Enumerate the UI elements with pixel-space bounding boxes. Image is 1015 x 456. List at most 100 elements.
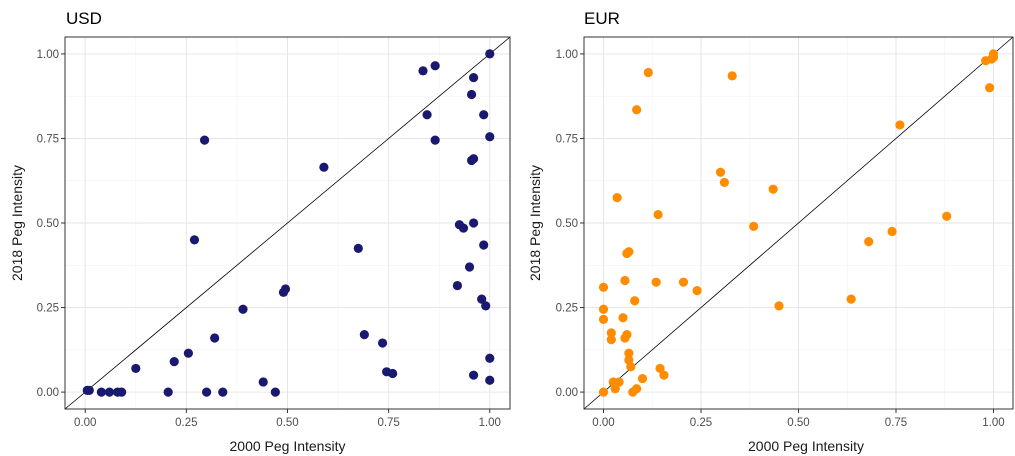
usd-data-point [418, 66, 428, 76]
usd-x-tick-label: 1.00 [479, 417, 501, 429]
usd-y-tick-label: 0.50 [37, 218, 59, 230]
eur-data-point [632, 105, 642, 115]
usd-data-point [319, 162, 329, 172]
usd-data-point [485, 353, 495, 363]
usd-data-point [485, 132, 495, 142]
usd-y-tick-label: 0.75 [37, 133, 59, 145]
eur-identity-line [583, 36, 1014, 410]
usd-data-point [96, 387, 107, 397]
eur-panel: EUR 0.00 0.25 0.50 0.75 1.00 0.00 0.25 0.50 0.7… [527, 9, 1014, 454]
eur-x-tick-label: 0.25 [690, 417, 712, 429]
eur-data-point [942, 211, 952, 221]
usd-x-tick-label: 0.25 [175, 417, 197, 429]
eur-y-tick-label: 0.50 [556, 218, 578, 230]
eur-data-point [655, 363, 665, 374]
eur-data-point [606, 328, 616, 338]
eur-data-point [620, 275, 630, 286]
usd-data-point [479, 240, 489, 250]
eur-data-point [637, 373, 648, 384]
eur-data-point [727, 71, 737, 81]
usd-data-point [388, 368, 398, 379]
usd-data-point [169, 357, 179, 367]
usd-y-tick-label: 1.00 [37, 49, 59, 61]
usd-data-point [430, 135, 440, 145]
usd-data-point [481, 301, 491, 311]
usd-data-point [270, 387, 280, 397]
eur-x-tick-label: 0.50 [787, 417, 809, 429]
usd-data-point [466, 89, 477, 100]
eur-y-tick-label: 0.00 [556, 387, 578, 399]
eur-data-point [624, 247, 634, 257]
eur-data-point [624, 348, 634, 358]
usd-data-point [458, 223, 469, 233]
eur-x-axis-ticks: 0.00 0.25 0.50 0.75 1.00 [592, 409, 1005, 429]
eur-points [598, 49, 999, 397]
eur-data-point [598, 387, 609, 397]
usd-data-point [189, 235, 200, 245]
usd-data-point [422, 110, 432, 120]
usd-data-point [131, 363, 141, 374]
eur-data-point [632, 384, 642, 394]
eur-data-point [598, 304, 609, 314]
usd-data-point [258, 377, 268, 387]
eur-data-point [864, 237, 874, 247]
usd-data-point [377, 338, 388, 348]
eur-data-point [846, 294, 856, 304]
eur-data-point [622, 330, 632, 340]
usd-data-point [468, 218, 479, 228]
eur-data-point [626, 362, 636, 372]
usd-x-axis-title: 2000 Peg Intensity [230, 438, 346, 454]
usd-data-point [452, 280, 463, 291]
usd-data-point [84, 385, 94, 395]
eur-data-point [630, 296, 640, 306]
usd-y-tick-label: 0.00 [37, 387, 59, 399]
eur-gridlines [584, 37, 1013, 409]
eur-data-point [692, 286, 702, 296]
usd-data-point [464, 262, 475, 272]
usd-x-tick-label: 0.50 [276, 417, 298, 429]
eur-y-tick-label: 1.00 [556, 49, 578, 61]
eur-data-point [606, 335, 616, 345]
usd-data-point [210, 333, 220, 343]
usd-data-point [104, 387, 115, 397]
eur-y-axis-title: 2018 Peg Intensity [527, 165, 543, 281]
eur-y-axis-ticks: 0.00 0.25 0.50 0.75 1.00 [556, 49, 584, 399]
eur-data-point [749, 221, 759, 231]
eur-data-point [651, 277, 661, 287]
eur-data-point [612, 193, 622, 203]
usd-data-point [280, 284, 291, 294]
eur-data-point [719, 177, 730, 188]
eur-data-point [895, 120, 905, 130]
eur-data-point [715, 167, 726, 177]
usd-data-point [201, 387, 212, 397]
usd-x-axis-ticks: 0.00 0.25 0.50 0.75 1.00 [74, 409, 501, 429]
eur-data-point [653, 209, 663, 220]
usd-panel-title: USD [66, 9, 102, 28]
usd-x-tick-label: 0.00 [74, 417, 96, 429]
eur-x-tick-label: 1.00 [982, 417, 1004, 429]
usd-data-point [163, 387, 173, 397]
eur-data-point [985, 83, 995, 93]
eur-data-point [678, 277, 689, 287]
usd-y-tick-label: 0.25 [37, 303, 59, 315]
eur-data-point [598, 282, 609, 292]
usd-data-point [353, 243, 363, 253]
usd-panel: USD 0.00 0.25 0.50 0.75 1.00 0.00 0.25 0.50 0.7… [9, 9, 511, 454]
usd-y-axis-ticks: 0.00 0.25 0.50 0.75 1.00 [37, 49, 65, 399]
usd-data-point [468, 154, 479, 164]
usd-data-point [218, 387, 228, 397]
usd-data-point [199, 135, 210, 145]
eur-y-tick-label: 0.75 [556, 133, 578, 145]
eur-data-point [768, 184, 778, 194]
usd-points [82, 49, 495, 397]
eur-data-point [659, 370, 669, 380]
usd-y-axis-title: 2018 Peg Intensity [9, 165, 25, 281]
eur-x-tick-label: 0.75 [885, 417, 907, 429]
eur-panel-title: EUR [584, 9, 620, 28]
usd-data-point [477, 294, 487, 304]
eur-x-tick-label: 0.00 [592, 417, 614, 429]
eur-data-point [774, 301, 784, 311]
usd-data-point [117, 387, 127, 397]
eur-data-point [598, 314, 609, 324]
